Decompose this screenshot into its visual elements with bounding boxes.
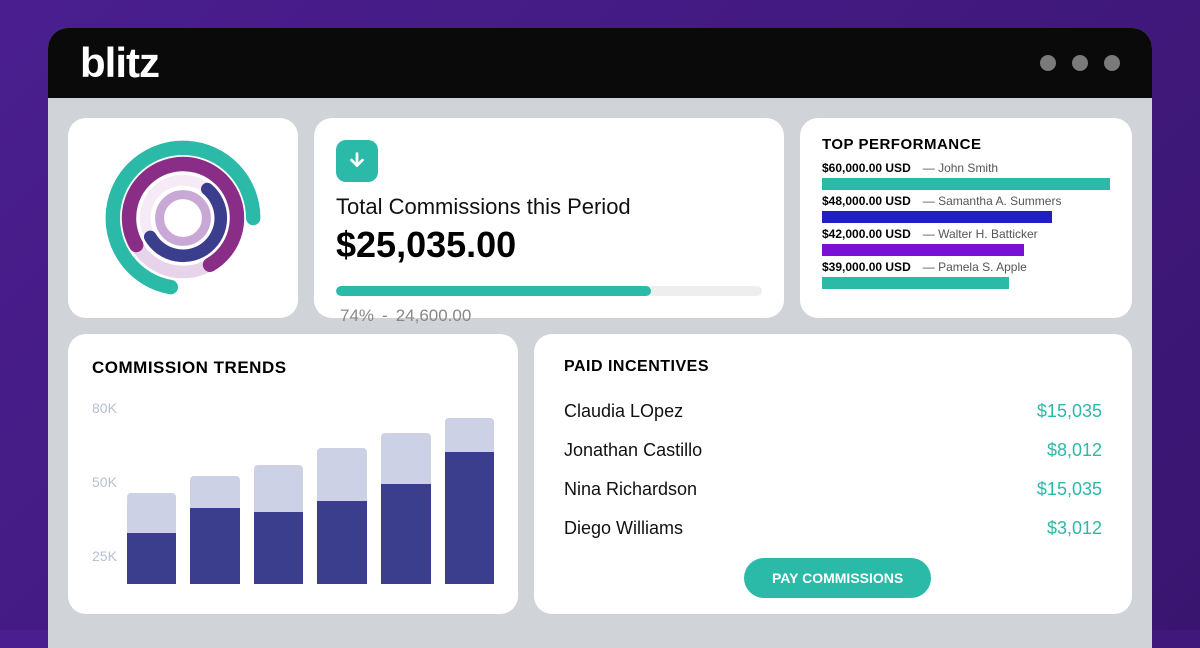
performance-item: $48,000.00 USD Samantha A. Summers <box>822 194 1110 223</box>
performance-amount: $39,000.00 USD <box>822 260 911 274</box>
trends-chart: 80K 50K 25K <box>92 394 494 584</box>
paid-amount: $8,012 <box>1047 440 1102 461</box>
performance-item: $39,000.00 USD Pamela S. Apple <box>822 260 1110 289</box>
bars-container <box>127 394 494 584</box>
pay-commissions-button[interactable]: PAY COMMISSIONS <box>744 558 931 598</box>
performance-name: Walter H. Batticker <box>923 227 1038 241</box>
paid-amount: $15,035 <box>1037 479 1102 500</box>
paid-row: Diego Williams $3,012 <box>564 509 1102 548</box>
performance-bar <box>822 178 1110 190</box>
commission-trends-card: COMMISSION TRENDS 80K 50K 25K <box>68 334 518 614</box>
window-dot-icon[interactable] <box>1104 55 1120 71</box>
paid-name: Diego Williams <box>564 518 683 539</box>
app-logo: blitz <box>80 39 159 87</box>
bar-column <box>190 476 240 584</box>
commissions-title: Total Commissions this Period <box>336 194 762 220</box>
performance-bar <box>822 211 1052 223</box>
performance-name: Samantha A. Summers <box>923 194 1062 208</box>
performance-bar <box>822 244 1024 256</box>
progress-fill <box>336 286 651 296</box>
paid-title: PAID INCENTIVES <box>564 358 1102 376</box>
top-performance-card: TOP PERFORMANCE $60,000.00 USD John Smith… <box>800 118 1132 318</box>
window-dot-icon[interactable] <box>1072 55 1088 71</box>
progress-bar <box>336 286 762 296</box>
paid-row: Jonathan Castillo $8,012 <box>564 431 1102 470</box>
total-commissions-card: Total Commissions this Period $25,035.00… <box>314 118 784 318</box>
performance-amount: $60,000.00 USD <box>822 161 911 175</box>
commissions-amount: $25,035.00 <box>336 224 762 266</box>
performance-name: Pamela S. Apple <box>923 260 1027 274</box>
performance-name: John Smith <box>923 161 998 175</box>
top-performance-title: TOP PERFORMANCE <box>822 136 1110 153</box>
donut-chart-card <box>68 118 298 318</box>
titlebar: blitz <box>48 28 1152 98</box>
paid-name: Claudia LOpez <box>564 401 683 422</box>
bar-column <box>254 465 304 584</box>
bar-column <box>381 433 431 584</box>
paid-amount: $15,035 <box>1037 401 1102 422</box>
window-controls <box>1040 55 1120 71</box>
paid-name: Jonathan Castillo <box>564 440 702 461</box>
paid-row: Claudia LOpez $15,035 <box>564 392 1102 431</box>
trends-title: COMMISSION TRENDS <box>92 358 494 378</box>
bar-column <box>445 418 495 584</box>
performance-item: $60,000.00 USD John Smith <box>822 161 1110 190</box>
dashboard-content: Total Commissions this Period $25,035.00… <box>48 98 1152 634</box>
y-tick: 25K <box>92 548 117 564</box>
paid-row: Nina Richardson $15,035 <box>564 470 1102 509</box>
performance-bar <box>822 277 1009 289</box>
window-dot-icon[interactable] <box>1040 55 1056 71</box>
download-icon[interactable] <box>336 140 378 182</box>
performance-amount: $42,000.00 USD <box>822 227 911 241</box>
y-axis: 80K 50K 25K <box>92 394 117 584</box>
bar-column <box>317 448 367 584</box>
performance-item: $42,000.00 USD Walter H. Batticker <box>822 227 1110 256</box>
y-tick: 50K <box>92 474 117 490</box>
performance-amount: $48,000.00 USD <box>822 194 911 208</box>
app-window: blitz Total Commissions this Period $25,… <box>48 28 1152 648</box>
progress-text: 74%-24,600.00 <box>336 306 762 326</box>
paid-name: Nina Richardson <box>564 479 697 500</box>
paid-amount: $3,012 <box>1047 518 1102 539</box>
y-tick: 80K <box>92 400 117 416</box>
bar-column <box>127 493 177 584</box>
paid-incentives-card: PAID INCENTIVES Claudia LOpez $15,035 Jona… <box>534 334 1132 614</box>
donut-chart <box>93 128 273 308</box>
